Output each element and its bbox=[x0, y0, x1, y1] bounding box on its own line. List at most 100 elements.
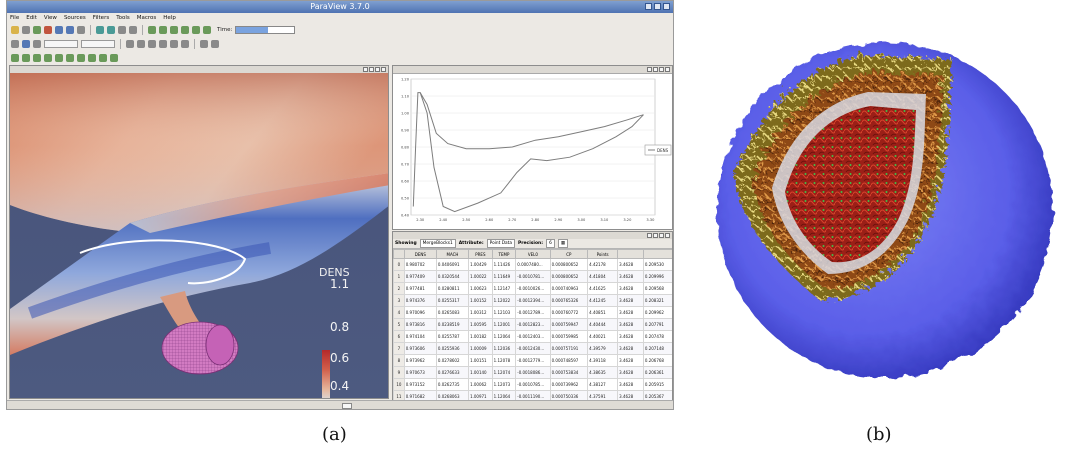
camera-minus-z-icon[interactable] bbox=[181, 40, 189, 48]
line-chart-view[interactable]: 1.20 1.10 1.00 0.90 0.80 0.70 0.60 0.50 0.40 2.3… bbox=[392, 65, 673, 230]
table-row[interactable]: 9 0.970673 0.0276633 1.00140 1.12074 -0.00180… bbox=[393, 366, 672, 379]
group-datasets-icon[interactable] bbox=[110, 54, 118, 62]
contour-icon[interactable] bbox=[22, 54, 30, 62]
column-header[interactable] bbox=[642, 249, 672, 259]
row-number: 4 bbox=[393, 306, 405, 319]
undo-icon[interactable] bbox=[55, 26, 63, 34]
rescale-range-icon[interactable] bbox=[33, 40, 41, 48]
camera-minus-y-icon[interactable] bbox=[159, 40, 167, 48]
toggle-column-visibility-button[interactable]: ▦ bbox=[557, 239, 568, 248]
redo-icon[interactable] bbox=[66, 26, 74, 34]
camera-plus-x-icon[interactable] bbox=[126, 40, 134, 48]
threshold-icon[interactable] bbox=[55, 54, 63, 62]
select-points-icon[interactable] bbox=[129, 26, 137, 34]
select-cells-icon[interactable] bbox=[118, 26, 126, 34]
warp-vector-icon[interactable] bbox=[99, 54, 107, 62]
zoom-to-box-icon[interactable] bbox=[107, 26, 115, 34]
open-file-icon[interactable] bbox=[11, 26, 19, 34]
edit-color-map-icon[interactable] bbox=[22, 40, 30, 48]
maximize-view-icon[interactable] bbox=[659, 67, 664, 72]
play-icon[interactable] bbox=[170, 26, 178, 34]
table-row[interactable]: 7 0.973606 0.0255936 1.00009 1.12036 -0.00124… bbox=[393, 342, 672, 355]
table-cell: 1.12103 bbox=[491, 306, 517, 319]
table-row[interactable]: 10 0.973152 0.0262735 1.00062 1.12073 -0.0010… bbox=[393, 378, 672, 391]
table-row[interactable]: 5 0.973816 0.0238519 1.00595 1.12001 -0.00128… bbox=[393, 318, 672, 331]
menu-macros[interactable]: Macros bbox=[136, 15, 157, 21]
showing-select[interactable]: MergeBlocks1 bbox=[419, 239, 456, 248]
orientation-axes-icon[interactable] bbox=[211, 40, 219, 48]
reset-camera-icon[interactable] bbox=[96, 26, 104, 34]
maximize-button[interactable] bbox=[654, 3, 661, 10]
menu-sources[interactable]: Sources bbox=[63, 15, 86, 21]
table-row[interactable]: 3 0.974376 0.0255317 1.00152 1.12022 -0.00123… bbox=[393, 294, 672, 307]
menu-view[interactable]: View bbox=[43, 15, 57, 21]
maximize-view-icon[interactable] bbox=[375, 67, 380, 72]
table-row[interactable]: 4 0.970096 0.0265083 1.00312 1.12103 -0.00127… bbox=[393, 306, 672, 319]
table-row[interactable]: 6 0.974104 0.0255787 1.00182 1.12064 -0.00124… bbox=[393, 330, 672, 343]
connect-icon[interactable] bbox=[33, 26, 41, 34]
maximize-view-icon[interactable] bbox=[659, 233, 664, 238]
representation-combo[interactable] bbox=[81, 40, 115, 48]
menu-file[interactable]: File bbox=[10, 15, 20, 21]
column-header[interactable]: DENS bbox=[403, 249, 437, 259]
split-vertical-icon[interactable] bbox=[369, 67, 374, 72]
split-horizontal-icon[interactable] bbox=[647, 233, 652, 238]
column-header[interactable]: PRES bbox=[468, 249, 493, 259]
spreadsheet-view[interactable]: Showing MergeBlocks1 Attribute: Point Da… bbox=[392, 231, 673, 401]
loop-icon[interactable] bbox=[203, 26, 211, 34]
close-button[interactable] bbox=[663, 3, 670, 10]
color-legend-min: 0.4 bbox=[330, 379, 350, 393]
split-vertical-icon[interactable] bbox=[653, 233, 658, 238]
table-row[interactable]: 11 0.971682 0.0268063 1.00971 1.12064 -0.0011… bbox=[393, 390, 672, 400]
render-view[interactable] bbox=[9, 65, 389, 399]
menu-filters[interactable]: Filters bbox=[92, 15, 110, 21]
extract-subset-icon[interactable] bbox=[66, 54, 74, 62]
split-horizontal-icon[interactable] bbox=[647, 67, 652, 72]
previous-frame-icon[interactable] bbox=[159, 26, 167, 34]
menu-edit[interactable]: Edit bbox=[26, 15, 37, 21]
column-header[interactable]: CP bbox=[549, 249, 589, 259]
color-legend-icon[interactable] bbox=[11, 40, 19, 48]
center-axes-icon[interactable] bbox=[200, 40, 208, 48]
disconnect-icon[interactable] bbox=[44, 26, 52, 34]
table-cell: 0.977481 bbox=[403, 282, 437, 295]
calculator-icon[interactable] bbox=[11, 54, 19, 62]
table-row[interactable]: 0 0.980702 0.0406091 1.00429 1.11426 0.000748… bbox=[393, 258, 672, 271]
next-frame-icon[interactable] bbox=[181, 26, 189, 34]
table-cell: 0.209568 bbox=[642, 282, 672, 295]
table-row[interactable]: 1 0.977409 0.0320544 1.00022 1.11649 -0.00107… bbox=[393, 270, 672, 283]
split-vertical-icon[interactable] bbox=[653, 67, 658, 72]
help-icon[interactable] bbox=[77, 26, 85, 34]
last-frame-icon[interactable] bbox=[192, 26, 200, 34]
column-header[interactable]: MACH bbox=[435, 249, 470, 259]
save-data-icon[interactable] bbox=[22, 26, 30, 34]
first-frame-icon[interactable] bbox=[148, 26, 156, 34]
table-row[interactable]: 2 0.977481 0.0280811 1.00623 1.12147 -0.00100… bbox=[393, 282, 672, 295]
clip-icon[interactable] bbox=[33, 54, 41, 62]
camera-plus-z-icon[interactable] bbox=[170, 40, 178, 48]
column-header[interactable] bbox=[393, 249, 405, 259]
render-canvas[interactable] bbox=[10, 73, 389, 399]
close-view-icon[interactable] bbox=[381, 67, 386, 72]
horizontal-scroll-handle[interactable] bbox=[342, 403, 352, 409]
color-by-combo[interactable] bbox=[44, 40, 78, 48]
glyph-icon[interactable] bbox=[77, 54, 85, 62]
slice-icon[interactable] bbox=[44, 54, 52, 62]
minimize-button[interactable] bbox=[645, 3, 652, 10]
stream-tracer-icon[interactable] bbox=[88, 54, 96, 62]
column-header[interactable]: TEMP bbox=[491, 249, 517, 259]
menu-help[interactable]: Help bbox=[163, 15, 176, 21]
attribute-select[interactable]: Point Data bbox=[486, 239, 515, 248]
column-header[interactable]: VEL0 bbox=[515, 249, 551, 259]
table-row[interactable]: 8 0.973962 0.0278602 1.00151 1.12078 -0.00127… bbox=[393, 354, 672, 367]
time-field[interactable] bbox=[235, 26, 296, 34]
column-header[interactable] bbox=[617, 249, 644, 259]
column-header[interactable]: Points bbox=[587, 249, 619, 259]
menu-tools[interactable]: Tools bbox=[116, 15, 130, 21]
close-view-icon[interactable] bbox=[665, 67, 670, 72]
precision-spinbox[interactable]: 6 bbox=[546, 239, 555, 248]
split-horizontal-icon[interactable] bbox=[363, 67, 368, 72]
camera-minus-x-icon[interactable] bbox=[137, 40, 145, 48]
close-view-icon[interactable] bbox=[665, 233, 670, 238]
camera-plus-y-icon[interactable] bbox=[148, 40, 156, 48]
